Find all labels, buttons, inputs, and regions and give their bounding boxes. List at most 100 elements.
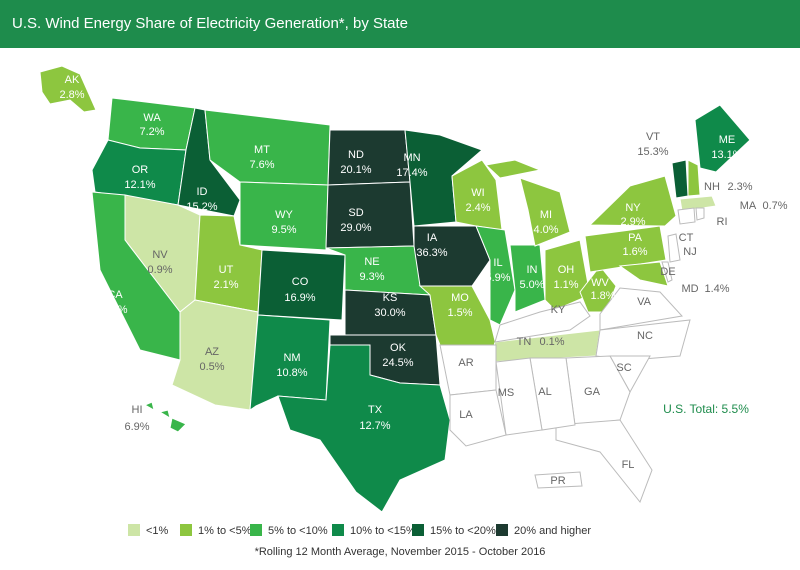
state: [169, 417, 187, 433]
legend-swatch: [250, 524, 262, 536]
legend-swatch: [412, 524, 424, 536]
value-label: 2.3%: [727, 181, 752, 193]
state-label: CA: [107, 289, 123, 301]
value-label: 12.7%: [359, 420, 390, 432]
state: [107, 97, 196, 151]
legend-swatch: [128, 524, 140, 536]
state-label: WY: [275, 209, 293, 221]
region: [599, 287, 683, 331]
region-label: VA: [637, 296, 652, 308]
legend-label: <1%: [146, 525, 169, 537]
state-label: IA: [427, 232, 438, 244]
region-label: AR: [458, 357, 473, 369]
region: [449, 389, 507, 447]
state-label: ID: [197, 186, 208, 198]
value-label: 1.6%: [622, 246, 647, 258]
state: [143, 401, 155, 411]
region: [555, 419, 653, 503]
state-label: OR: [132, 164, 149, 176]
legend-label: 15% to <20%: [430, 525, 496, 537]
state-label: VT: [646, 131, 660, 143]
state-label: WV: [591, 277, 609, 289]
state: [257, 249, 346, 321]
state: [694, 104, 751, 173]
region: [695, 207, 705, 221]
region-label: AL: [538, 386, 551, 398]
state-label: UT: [219, 264, 234, 276]
state-label: PA: [628, 232, 643, 244]
region-label: PR: [550, 475, 565, 487]
region: [661, 261, 673, 283]
value-label: 1.8%: [590, 290, 615, 302]
state-label: NY: [625, 202, 641, 214]
state: [277, 344, 451, 513]
state: [519, 177, 571, 247]
footnote: *Rolling 12 Month Average, November 2015…: [255, 546, 546, 558]
legend-label: 1% to <5%: [198, 525, 252, 537]
legend-label: 5% to <10%: [268, 525, 328, 537]
state: [584, 225, 667, 273]
value-label: 15.2%: [186, 201, 217, 213]
state: [325, 181, 415, 249]
state: [618, 261, 669, 287]
value-label: 29.0%: [340, 222, 371, 234]
value-label: 10.8%: [276, 367, 307, 379]
value-label: 5.9%: [485, 272, 510, 284]
state-label: AZ: [205, 346, 219, 358]
region-label: LA: [459, 409, 473, 421]
us-total: U.S. Total: 5.5%: [663, 402, 749, 416]
region: [677, 207, 696, 225]
legend-swatch: [180, 524, 192, 536]
state: [679, 195, 717, 212]
value-label: 0.1%: [539, 336, 564, 348]
state-label: HI: [132, 404, 143, 416]
region-label: NC: [637, 330, 653, 342]
state-label: ME: [719, 134, 736, 146]
value-label: 2.8%: [59, 89, 84, 101]
value-label: 1.4%: [704, 283, 729, 295]
value-label: 0.9%: [147, 264, 172, 276]
region-label: MS: [498, 387, 515, 399]
state: [158, 409, 171, 420]
value-label: 30.0%: [374, 307, 405, 319]
state-label: MD: [681, 283, 698, 295]
value-label: 2.1%: [213, 279, 238, 291]
value-label: 4.0%: [533, 224, 558, 236]
region-label: DE: [660, 266, 675, 278]
value-label: 15.3%: [637, 146, 668, 158]
value-label: 5.0%: [519, 279, 544, 291]
state-label: OK: [390, 342, 407, 354]
region-label: GA: [584, 386, 601, 398]
state: [671, 159, 689, 199]
region: [439, 344, 497, 396]
legend-swatch: [496, 524, 508, 536]
state-label: CO: [292, 276, 309, 288]
value-label: 36.3%: [416, 247, 447, 259]
value-label: 9.5%: [271, 224, 296, 236]
state: [687, 159, 701, 197]
value-label: 16.9%: [284, 292, 315, 304]
value-label: 2.4%: [465, 202, 490, 214]
region: [495, 357, 543, 436]
value-label: 0.7%: [762, 200, 787, 212]
state-label: IN: [527, 264, 538, 276]
state-label: WA: [143, 112, 161, 124]
state-label: SD: [348, 207, 363, 219]
region-label: CT: [679, 232, 694, 244]
value-label: 12.1%: [124, 179, 155, 191]
region: [595, 319, 691, 361]
state: [484, 159, 542, 179]
state-label: IL: [493, 257, 502, 269]
legend-swatch: [332, 524, 344, 536]
legend-label: 20% and higher: [514, 525, 591, 537]
value-label: 1.5%: [447, 307, 472, 319]
title-bar: [0, 0, 800, 48]
state-label: MI: [540, 209, 552, 221]
region: [534, 471, 583, 489]
region-label: NJ: [683, 246, 696, 258]
title: U.S. Wind Energy Share of Electricity Ge…: [12, 15, 408, 32]
region: [494, 301, 591, 343]
state-label: WI: [471, 187, 484, 199]
state-label: TX: [368, 404, 383, 416]
